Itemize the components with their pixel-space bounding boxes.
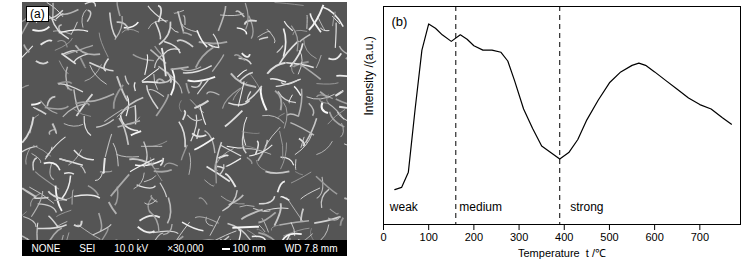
svg-text:strong: strong xyxy=(570,200,603,214)
html-text:×30,000: ×30,000 xyxy=(167,242,204,254)
svg-text:400: 400 xyxy=(555,231,573,243)
html-text:10.0 kV: 10.0 kV xyxy=(114,242,149,254)
svg-text:500: 500 xyxy=(600,231,618,243)
html-text:(a): (a) xyxy=(30,7,45,21)
svg-text:medium: medium xyxy=(459,200,502,214)
svg-text:Temperature t /℃: Temperature t /℃ xyxy=(518,247,606,259)
html-text:100 nm: 100 nm xyxy=(232,242,266,254)
svg-text:Intensity /(a.u.): Intensity /(a.u.) xyxy=(362,36,376,115)
html-text:WD 7.8 mm: WD 7.8 mm xyxy=(284,242,338,254)
svg-text:200: 200 xyxy=(465,231,483,243)
svg-text:weak: weak xyxy=(389,200,419,214)
svg-text:600: 600 xyxy=(645,231,663,243)
html-text:SEI: SEI xyxy=(79,242,96,254)
svg-text:700: 700 xyxy=(691,231,709,243)
svg-text:0: 0 xyxy=(380,231,386,243)
svg-text:300: 300 xyxy=(510,231,528,243)
svg-text:(b): (b) xyxy=(392,14,408,29)
svg-text:100: 100 xyxy=(420,231,438,243)
html-text:NONE: NONE xyxy=(31,242,61,254)
